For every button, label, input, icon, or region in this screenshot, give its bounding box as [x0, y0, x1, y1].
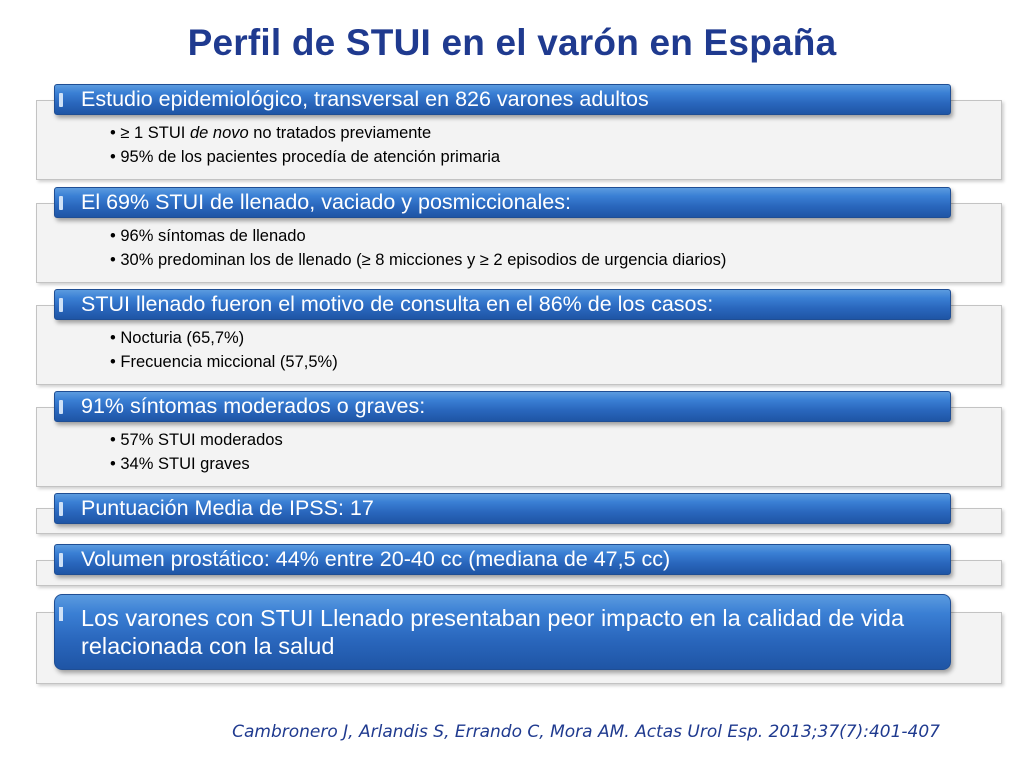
section-3-header: STUI llenado fueron el motivo de consult… [54, 289, 951, 320]
list-item: 30% predominan los de llenado (≥ 8 micci… [110, 248, 726, 272]
citation: Cambronero J, Arlandis S, Errando C, Mor… [232, 722, 940, 742]
list-item: Nocturia (65,7%) [110, 326, 338, 350]
section-2-header: El 69% STUI de llenado, vaciado y posmic… [54, 187, 951, 218]
section-6-heading: Volumen prostático: 44% entre 20-40 cc (… [81, 547, 671, 571]
section-1-heading: Estudio epidemiológico, transversal en 8… [81, 87, 649, 111]
bar-tab-icon [59, 502, 63, 516]
list-item: 95% de los pacientes procedía de atenció… [110, 145, 500, 169]
list-item: 96% síntomas de llenado [110, 224, 726, 248]
list-item: 34% STUI graves [110, 452, 283, 476]
bar-tab-icon [59, 196, 63, 210]
bar-tab-icon [59, 298, 63, 312]
section-3-heading: STUI llenado fueron el motivo de consult… [81, 292, 714, 316]
section-3-bullets: Nocturia (65,7%) Frecuencia miccional (5… [110, 326, 338, 374]
list-item: 57% STUI moderados [110, 428, 282, 452]
section-4-heading: 91% síntomas moderados o graves: [81, 394, 426, 418]
slide-title: Perfil de STUI en el varón en España [187, 22, 837, 63]
bar-tab-icon [59, 553, 63, 567]
section-6-header: Volumen prostático: 44% entre 20-40 cc (… [54, 544, 951, 575]
list-item: Frecuencia miccional (57,5%) [110, 350, 337, 374]
section-4-header: 91% síntomas moderados o graves: [54, 391, 951, 422]
section-5-heading: Puntuación Media de IPSS: 17 [81, 496, 374, 520]
section-5-header: Puntuación Media de IPSS: 17 [54, 493, 951, 524]
section-4-bullets: 57% STUI moderados 34% STUI graves [110, 428, 283, 476]
conclusion-box: Los varones con STUI Llenado presentaban… [54, 594, 951, 670]
section-2-heading: El 69% STUI de llenado, vaciado y posmic… [81, 190, 571, 214]
list-item: ≥ 1 STUI de novo no tratados previamente [110, 121, 500, 145]
bar-tab-icon [59, 93, 63, 107]
section-1-bullets: ≥ 1 STUI de novo no tratados previamente… [110, 121, 500, 169]
conclusion-text: Los varones con STUI Llenado presentaban… [81, 605, 905, 659]
section-1-header: Estudio epidemiológico, transversal en 8… [54, 84, 951, 115]
bar-tab-icon [59, 400, 63, 414]
bar-tab-icon [59, 607, 63, 621]
section-2-bullets: 96% síntomas de llenado 30% predominan l… [110, 224, 726, 272]
